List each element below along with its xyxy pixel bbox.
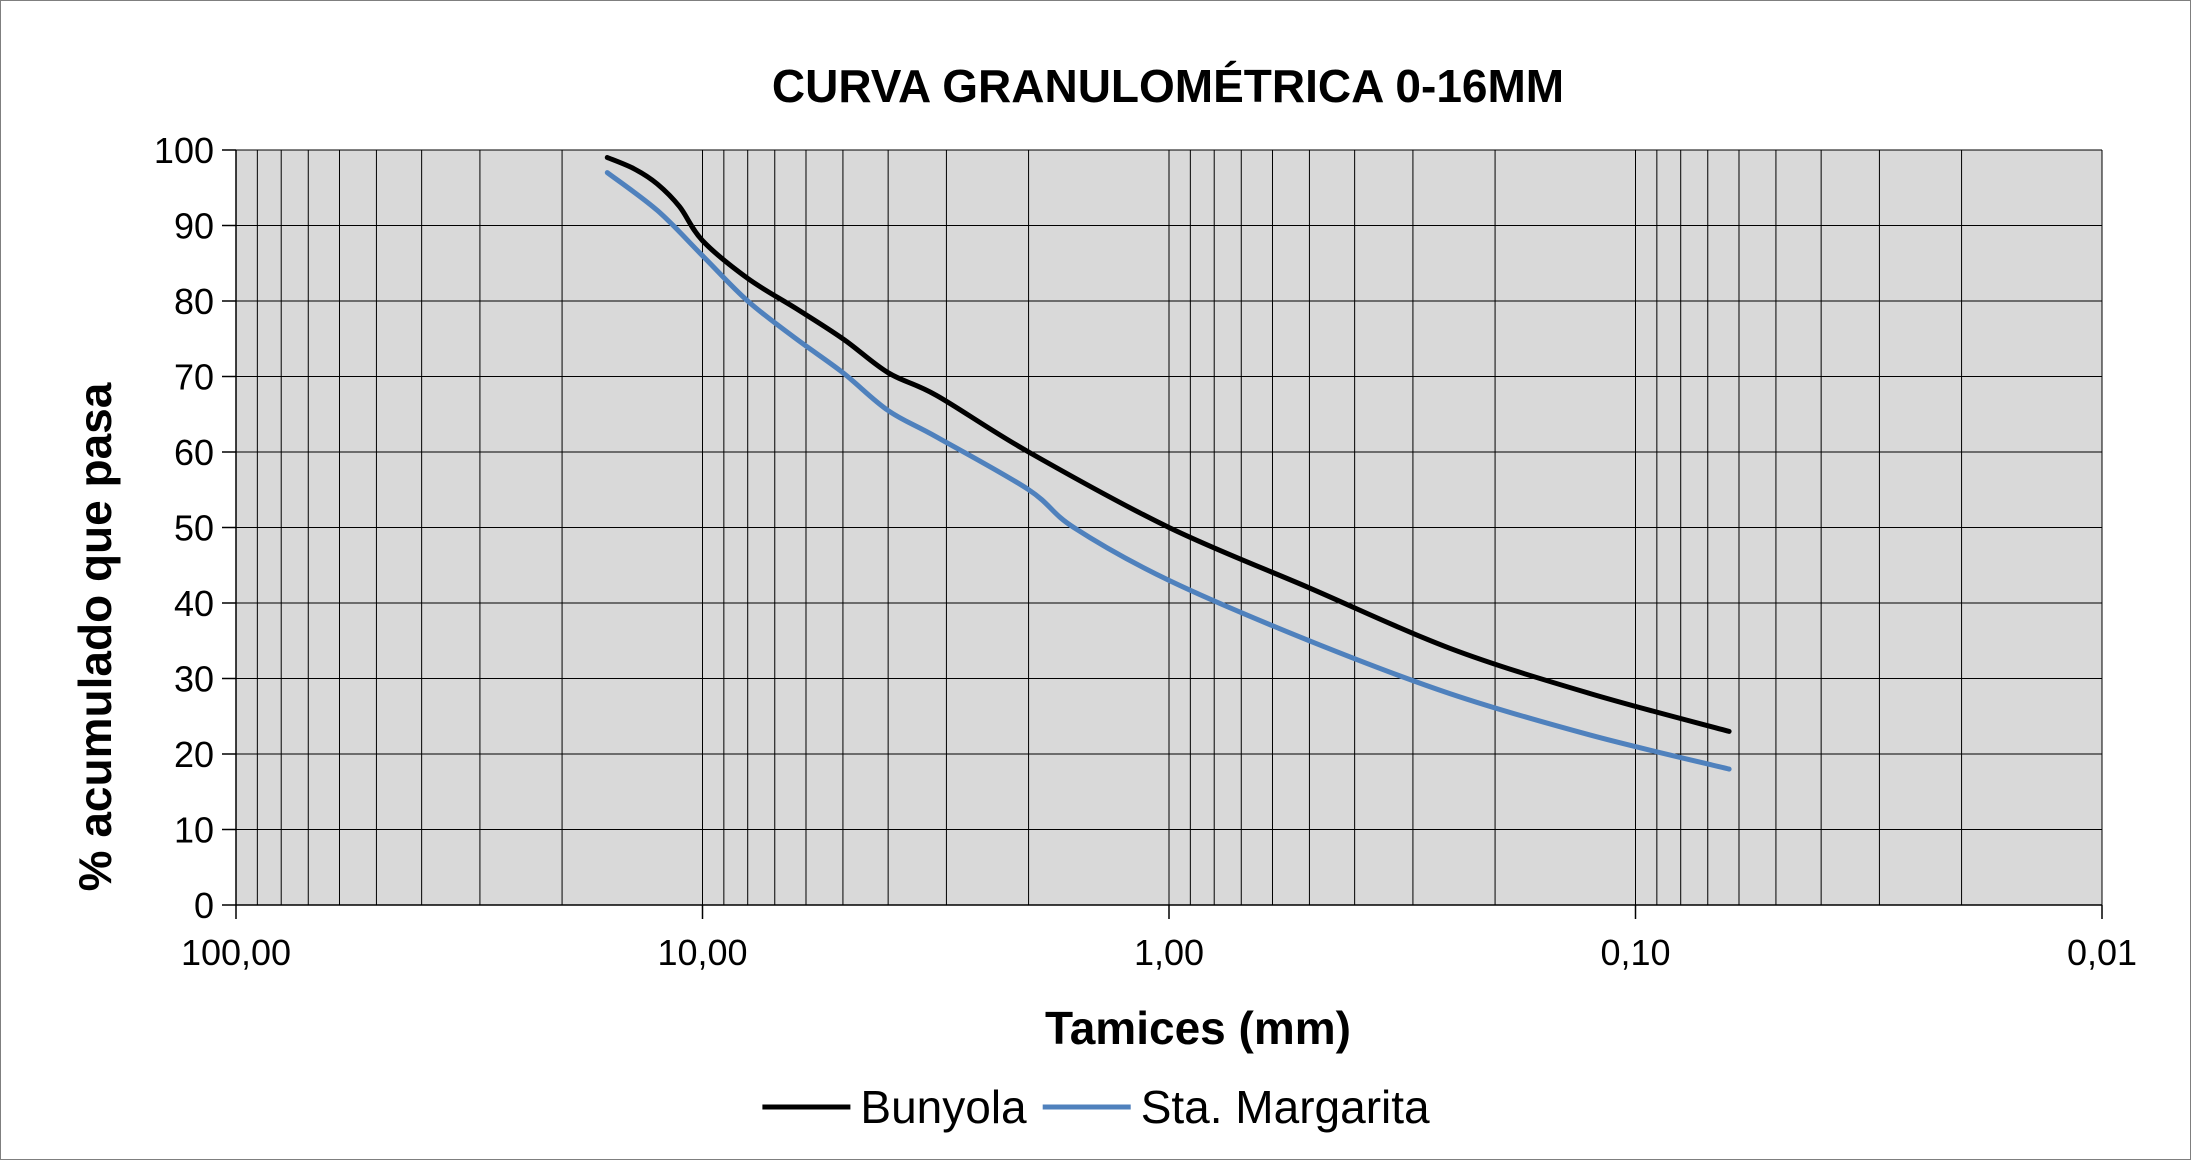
- y-axis-ticks: 0 10 20 30 40 50 60 70 80 90 100: [154, 130, 236, 926]
- legend: Bunyola Sta. Margarita: [762, 1081, 1430, 1133]
- x-axis-ticks: 100,00 10,00 1,00 0,10 0,01: [181, 905, 2137, 973]
- series-line: [604, 155, 1732, 734]
- x-tick-label: 1,00: [1134, 932, 1204, 973]
- y-tick-label: 50: [174, 508, 214, 549]
- x-tick-label: 0,10: [1600, 932, 1670, 973]
- y-tick-label: 60: [174, 432, 214, 473]
- y-tick-label: 100: [154, 130, 214, 171]
- legend-label: Sta. Margarita: [1141, 1081, 1430, 1133]
- chart-title: CURVA GRANULOMÉTRICA 0-16MM: [772, 60, 1564, 112]
- y-tick-label: 80: [174, 281, 214, 322]
- y-tick-label: 40: [174, 583, 214, 624]
- y-axis-title: % acumulado que pasa: [69, 382, 121, 891]
- y-tick-label: 70: [174, 357, 214, 398]
- y-tick-label: 10: [174, 810, 214, 851]
- y-tick-label: 30: [174, 659, 214, 700]
- series-line: [604, 170, 1732, 772]
- x-axis-title: Tamices (mm): [1045, 1002, 1351, 1054]
- y-gridlines: [236, 149, 2102, 830]
- series-lines: [604, 155, 1732, 772]
- x-tick-label: 10,00: [657, 932, 747, 973]
- x-tick-label: 0,01: [2067, 932, 2137, 973]
- y-tick-label: 0: [194, 885, 214, 926]
- legend-label: Bunyola: [860, 1081, 1027, 1133]
- legend-item: Sta. Margarita: [1042, 1081, 1430, 1133]
- y-tick-label: 20: [174, 734, 214, 775]
- x-tick-label: 100,00: [181, 932, 291, 973]
- legend-item: Bunyola: [762, 1081, 1027, 1133]
- y-tick-label: 90: [174, 206, 214, 247]
